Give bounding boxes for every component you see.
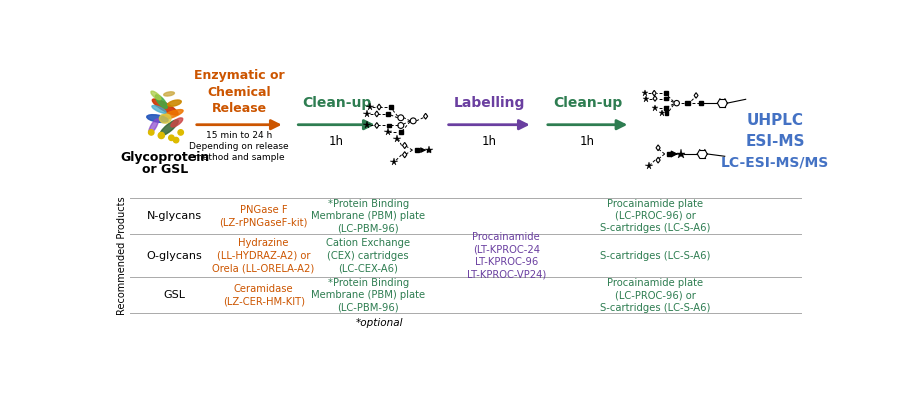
Ellipse shape — [152, 99, 178, 115]
Text: Procainamide
(LT-KPROC-24
LT-KPROC-96
LT-KPROC-VP24): Procainamide (LT-KPROC-24 LT-KPROC-96 LT… — [466, 232, 545, 279]
Bar — [415, 148, 419, 152]
Text: Hydrazine
(LL-HYDRAZ-A2) or
Orela (LL-ORELA-A2): Hydrazine (LL-HYDRAZ-A2) or Orela (LL-OR… — [212, 238, 315, 273]
Bar — [389, 105, 392, 109]
Bar — [386, 112, 391, 116]
Ellipse shape — [147, 115, 168, 122]
Text: 1h: 1h — [580, 135, 595, 148]
Text: 15 min to 24 h
Depending on release
method and sample: 15 min to 24 h Depending on release meth… — [189, 130, 289, 162]
Ellipse shape — [158, 133, 165, 139]
Text: Clean-up: Clean-up — [553, 96, 622, 110]
Text: GSL: GSL — [164, 290, 185, 300]
Ellipse shape — [171, 118, 183, 127]
Bar — [667, 152, 671, 156]
Bar — [686, 101, 689, 105]
Ellipse shape — [148, 119, 158, 134]
Ellipse shape — [168, 135, 174, 141]
Text: 1h: 1h — [482, 135, 497, 148]
Ellipse shape — [159, 114, 171, 123]
Ellipse shape — [159, 109, 183, 120]
Ellipse shape — [164, 92, 175, 96]
Text: *Protein Binding
Membrane (PBM) plate
(LC-PBM-96): *Protein Binding Membrane (PBM) plate (L… — [311, 278, 426, 313]
Text: Procainamide plate
(LC-PROC-96) or
S-cartridges (LC-S-A6): Procainamide plate (LC-PROC-96) or S-car… — [599, 198, 710, 234]
Text: O-glycans: O-glycans — [147, 250, 202, 261]
Ellipse shape — [156, 95, 167, 108]
Ellipse shape — [178, 130, 184, 135]
Ellipse shape — [151, 91, 161, 100]
Text: Enzymatic or
Chemical
Release: Enzymatic or Chemical Release — [194, 69, 284, 116]
Text: Labelling: Labelling — [454, 96, 525, 110]
Bar — [665, 112, 669, 115]
Text: Glycoprotein: Glycoprotein — [121, 151, 210, 164]
Ellipse shape — [160, 120, 178, 136]
Text: or GSL: or GSL — [142, 163, 188, 176]
Text: PNGase F
(LZ-rPNGaseF-kit): PNGase F (LZ-rPNGaseF-kit) — [220, 205, 308, 227]
Text: S-cartridges (LC-S-A6): S-cartridges (LC-S-A6) — [599, 250, 710, 261]
Text: Ceramidase
(LZ-CER-HM-KIT): Ceramidase (LZ-CER-HM-KIT) — [222, 284, 304, 307]
Text: 1h: 1h — [329, 135, 344, 148]
Bar — [664, 106, 668, 109]
Bar — [698, 101, 703, 105]
Ellipse shape — [174, 137, 179, 143]
Text: UHPLC: UHPLC — [747, 114, 804, 128]
Bar — [664, 97, 668, 100]
Text: LC-ESI-MS/MS: LC-ESI-MS/MS — [721, 156, 829, 169]
Bar — [387, 124, 392, 127]
Text: Procainamide plate
(LC-PROC-96) or
S-cartridges (LC-S-A6): Procainamide plate (LC-PROC-96) or S-car… — [599, 278, 710, 313]
Text: *Protein Binding
Membrane (PBM) plate
(LC-PBM-96): *Protein Binding Membrane (PBM) plate (L… — [311, 198, 426, 234]
Text: N-glycans: N-glycans — [147, 211, 202, 221]
Ellipse shape — [152, 105, 166, 113]
Text: Recommended Products: Recommended Products — [117, 196, 127, 315]
Text: Clean-up: Clean-up — [302, 96, 371, 110]
Ellipse shape — [148, 130, 154, 135]
Text: Cation Exchange
(CEX) cartridges
(LC-CEX-A6): Cation Exchange (CEX) cartridges (LC-CEX… — [326, 238, 410, 273]
Ellipse shape — [167, 100, 181, 106]
Bar — [664, 91, 668, 95]
Bar — [399, 130, 402, 134]
Text: ESI-MS: ESI-MS — [745, 134, 805, 149]
Text: *optional: *optional — [356, 318, 403, 328]
